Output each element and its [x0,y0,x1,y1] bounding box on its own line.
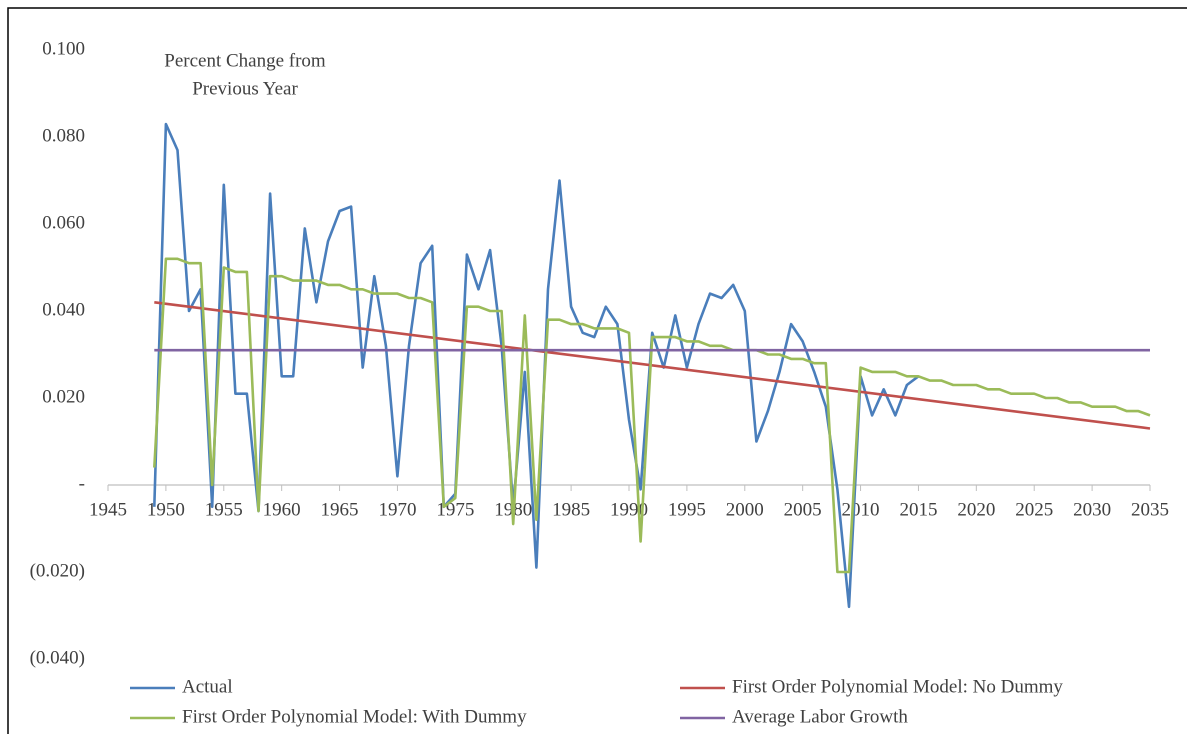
x-tick-label: 2015 [899,499,937,520]
legend-label: Actual [182,676,233,697]
x-tick-label: 2010 [842,499,880,520]
y-tick-label: - [79,473,85,494]
x-tick-label: 2030 [1073,499,1111,520]
x-tick-label: 2035 [1131,499,1169,520]
x-tick-label: 1965 [321,499,359,520]
series-line [154,301,1151,430]
x-tick-label: 1960 [263,499,301,520]
x-tick-label: 1950 [147,499,185,520]
x-tick-label: 1955 [205,499,243,520]
y-tick-label: 0.060 [42,212,85,233]
y-tick-label: 0.020 [42,386,85,407]
y-tick-label: (0.020) [30,560,85,581]
y-tick-label: 0.100 [42,38,85,59]
y-tick-label: 0.080 [42,125,85,146]
y-tick-label: 0.040 [42,299,85,320]
legend-label: First Order Polynomial Model: With Dummy [182,706,527,727]
y-tick-label: (0.040) [30,647,85,668]
legend-label: First Order Polynomial Model: No Dummy [732,676,1063,697]
x-tick-label: 2025 [1015,499,1053,520]
series-line [153,257,1151,574]
annotation: Previous Year [192,78,298,99]
x-tick-label: 1970 [378,499,416,520]
legend-label: Average Labor Growth [732,706,908,727]
x-tick-label: 1945 [89,499,127,520]
x-tick-label: 1985 [552,499,590,520]
x-tick-label: 2005 [784,499,822,520]
annotation: Percent Change from [164,50,326,71]
x-tick-label: 1975 [436,499,474,520]
frame [7,7,1187,734]
x-tick-label: 1995 [668,499,706,520]
series-line [153,122,920,609]
x-tick-label: 2000 [726,499,764,520]
x-tick-label: 2020 [957,499,995,520]
